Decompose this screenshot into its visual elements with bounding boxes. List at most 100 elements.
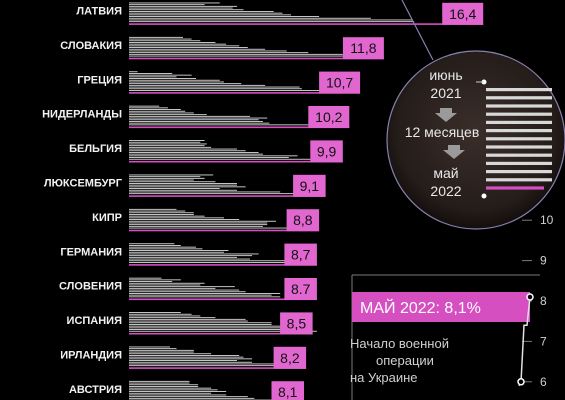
month-bar — [129, 365, 287, 367]
month-bar — [129, 296, 281, 298]
month-bar — [129, 284, 201, 286]
country-label: КИПР — [92, 212, 122, 224]
legend-bar — [486, 120, 552, 124]
month-bar — [129, 186, 246, 188]
month-bar — [129, 329, 313, 330]
country-row: ЛАТВИЯ 16,4 — [76, 2, 484, 25]
legend-to-year: 2022 — [430, 183, 461, 199]
month-bar — [129, 191, 281, 193]
month-bar — [129, 81, 224, 83]
mini-chart-tick-label: 10 — [540, 213, 554, 227]
month-bar — [129, 360, 237, 361]
month-bar — [129, 73, 173, 74]
month-bar — [129, 293, 281, 294]
inflation-mini-chart: 10 9 8 7 6 МАЙ 2022: 8,1% Начало военной опе… — [350, 213, 554, 400]
legend-bar — [486, 96, 552, 100]
value-label: 9,1 — [300, 178, 320, 194]
value-label: 8,2 — [280, 350, 300, 366]
month-bar — [129, 320, 248, 322]
value-label: 16,4 — [449, 6, 476, 22]
country-label: СЛОВАКИЯ — [60, 40, 122, 52]
month-bar — [129, 140, 205, 141]
month-bar — [129, 380, 190, 382]
month-bar — [129, 313, 192, 315]
month-bar — [129, 158, 330, 160]
month-bar — [129, 281, 173, 282]
mini-chart-annotation-line-2: операции — [376, 353, 434, 368]
month-bar — [129, 5, 237, 7]
month-bar — [129, 189, 237, 191]
month-bar — [129, 324, 272, 325]
country-row: ИРЛАНДИЯ 8,2 — [60, 346, 307, 369]
month-bar — [129, 115, 250, 117]
month-bar — [129, 43, 227, 45]
legend-end-dot — [481, 193, 487, 199]
month-bar — [129, 262, 298, 263]
value-label: 10,7 — [326, 75, 353, 91]
country-label: ИСПАНИЯ — [67, 315, 123, 327]
legend-to-month: май — [433, 165, 458, 181]
month-bar — [129, 157, 289, 158]
month-bar — [129, 4, 205, 6]
month-bar — [129, 294, 272, 296]
country-label: ЛЮКСЕМБУРГ — [44, 178, 123, 190]
legend-from-month: июнь — [429, 67, 462, 83]
month-bar — [129, 71, 138, 73]
month-bar — [129, 351, 194, 353]
month-bar — [129, 225, 263, 227]
month-bar — [129, 88, 302, 90]
month-bar — [129, 361, 253, 363]
month-bar — [129, 16, 320, 17]
month-bar — [129, 21, 415, 23]
month-bar — [129, 145, 205, 147]
value-label: 11,8 — [350, 40, 376, 56]
mini-chart-tick-label: 7 — [540, 334, 547, 348]
month-bar — [129, 327, 294, 329]
legend-latest-bar — [486, 186, 544, 190]
month-bar — [129, 193, 300, 195]
month-bar — [129, 394, 227, 396]
month-bar — [129, 397, 255, 399]
month-bar — [129, 260, 294, 262]
month-bar — [129, 184, 237, 186]
country-row: ГЕРМАНИЯ 8,7 — [60, 243, 317, 266]
month-bar — [129, 83, 242, 85]
country-label: СЛОВЕНИЯ — [59, 281, 122, 293]
month-bar — [129, 141, 201, 143]
country-row: ГРЕЦИЯ 10,7 — [77, 71, 361, 94]
month-bar — [129, 122, 270, 124]
legend-mini-bars — [486, 88, 552, 190]
value-badge — [319, 71, 361, 94]
legend-duration: 12 месяцев — [405, 124, 480, 140]
month-bar — [129, 346, 170, 348]
legend-from-year: 2021 — [430, 85, 461, 101]
country-row: СЛОВАКИЯ 11,8 — [60, 36, 384, 60]
month-bar — [129, 17, 371, 19]
month-bar — [129, 386, 199, 387]
value-label: 8,7 — [291, 247, 311, 263]
month-bar — [129, 387, 212, 389]
value-badge — [308, 106, 350, 128]
country-label: ЛАТВИЯ — [76, 6, 122, 18]
legend-connector — [401, 0, 434, 61]
month-bar — [129, 208, 177, 210]
latest-month-bar — [129, 367, 307, 369]
month-bar — [129, 42, 216, 43]
month-bar — [129, 210, 186, 212]
month-bar — [129, 14, 291, 16]
month-bar — [129, 243, 175, 245]
legend-bar — [486, 161, 552, 165]
latest-month-bar — [129, 298, 317, 301]
month-bar — [129, 330, 317, 332]
month-bar — [129, 258, 250, 260]
value-badge — [284, 243, 317, 266]
month-bar — [129, 188, 220, 189]
month-bar — [129, 53, 343, 55]
month-bar — [129, 110, 186, 112]
month-bar — [129, 253, 259, 255]
month-bar — [129, 11, 274, 12]
month-bar — [129, 384, 199, 386]
month-bar — [129, 146, 212, 148]
month-bar — [129, 312, 181, 313]
latest-month-bar — [129, 229, 320, 232]
